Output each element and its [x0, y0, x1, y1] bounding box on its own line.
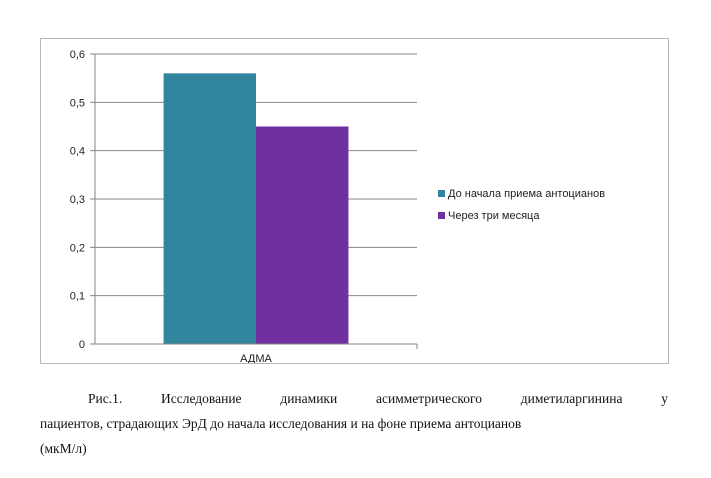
y-tick-label: 0,4: [70, 146, 85, 158]
y-tick-label: 0,3: [70, 194, 85, 206]
bar-2: [256, 126, 349, 344]
caption-line-2: пациентов, страдающих ЭрД до начала иссл…: [40, 416, 522, 431]
chart-frame: 0 0,1 0,2 0,3 0,4 0,5 0,6 АДМА До начала приема…: [40, 38, 669, 364]
y-tick-label: 0,6: [70, 49, 85, 61]
y-tick-label: 0,1: [70, 291, 85, 303]
bar-1: [163, 73, 256, 345]
caption-line-3: (мкМ/л): [40, 441, 87, 456]
legend-swatch-2: [438, 212, 445, 219]
bar-chart: 0 0,1 0,2 0,3 0,4 0,5 0,6 АДМА До начала приема…: [70, 49, 605, 363]
y-tick-label: 0,2: [70, 242, 85, 254]
figure-caption: Рис.1. Исследование динамики асимметриче…: [40, 386, 668, 461]
legend-swatch-1: [438, 190, 445, 197]
bars: [163, 73, 349, 345]
caption-line-1: Рис.1. Исследование динамики асимметриче…: [88, 391, 668, 406]
legend-label-2: Через три месяца: [448, 210, 540, 222]
x-category-label: АДМА: [240, 353, 272, 363]
legend-label-1: До начала приема антоцианов: [448, 188, 605, 200]
y-tick-label: 0,5: [70, 97, 85, 109]
y-tick-label: 0: [79, 339, 85, 351]
legend: До начала приема антоцианов Через три мес…: [438, 188, 605, 222]
axes: 0 0,1 0,2 0,3 0,4 0,5 0,6 АДМА: [70, 49, 418, 363]
